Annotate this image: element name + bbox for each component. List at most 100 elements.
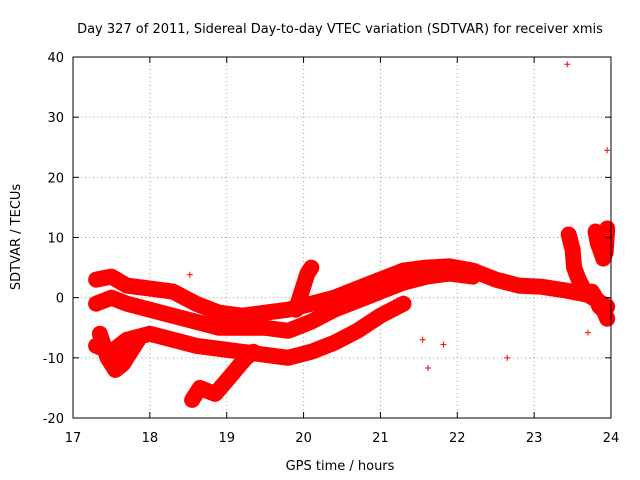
- data-point-descent-24h: [588, 288, 595, 295]
- series-band-left-dip: [91, 325, 147, 378]
- data-point-band-upper: [216, 309, 223, 316]
- series-band-drop-19h: [184, 343, 262, 408]
- data-point-spikes-23h: [578, 282, 585, 289]
- data-point-drop-19h: [204, 387, 211, 394]
- y-axis-title: SDTVAR / TECUs: [9, 184, 24, 291]
- data-point-drop-19h: [219, 381, 226, 388]
- data-point-band-middle: [262, 324, 269, 331]
- data-point-outliers: [419, 336, 426, 343]
- data-point-band-lower: [377, 312, 384, 319]
- y-tick-label: -20: [43, 412, 64, 427]
- chart-title: Day 327 of 2011, Sidereal Day-to-day VTE…: [77, 22, 603, 37]
- data-point-band-upper: [308, 300, 315, 307]
- data-point-band-middle: [93, 300, 100, 307]
- data-point-band-upper: [93, 276, 100, 283]
- data-point-band-upper: [538, 283, 545, 290]
- data-point-outliers: [440, 341, 447, 348]
- data-point-left-dip: [135, 336, 142, 343]
- y-tick-label: 10: [47, 232, 64, 247]
- data-point-rise-20h: [308, 264, 315, 271]
- data-point-band-upper: [123, 282, 130, 289]
- data-point-left-dip: [104, 354, 111, 361]
- data-point-band-middle: [446, 270, 453, 277]
- data-point-band-upper: [108, 273, 115, 280]
- series-band-band-middle: [88, 265, 481, 339]
- data-point-band-middle: [285, 327, 292, 334]
- data-point-outliers: [564, 61, 571, 68]
- data-point-band-lower: [169, 336, 176, 343]
- data-point-band-upper: [377, 276, 384, 283]
- data-point-band-upper: [239, 312, 246, 319]
- data-point-left-dip: [112, 366, 119, 373]
- data-point-band-upper: [492, 276, 499, 283]
- data-point-rise-20h: [296, 294, 303, 301]
- data-point-drop-19h: [242, 354, 249, 361]
- data-point-spikes-24h: [594, 240, 601, 247]
- data-point-spikes-24h: [597, 246, 604, 253]
- x-tick-label: 23: [526, 431, 543, 446]
- data-point-spikes-24h: [600, 255, 607, 262]
- data-point-rise-20h: [292, 306, 299, 313]
- grid-lines: [73, 57, 611, 418]
- data-point-spikes-24h: [604, 225, 611, 232]
- x-tick-label: 24: [603, 431, 620, 446]
- data-point-band-upper: [561, 287, 568, 294]
- data-point-outliers: [425, 365, 432, 372]
- data-point-band-lower: [216, 345, 223, 352]
- y-axis-ticks: -20 -10 0 10 20 30 40: [43, 51, 611, 427]
- data-point-descent-24h: [596, 303, 603, 310]
- data-point-left-dip: [127, 348, 134, 355]
- x-tick-label: 19: [218, 431, 235, 446]
- x-tick-label: 22: [449, 431, 466, 446]
- data-point-band-middle: [108, 294, 115, 301]
- data-point-band-middle: [169, 312, 176, 319]
- data-point-band-lower: [285, 354, 292, 361]
- data-point-band-upper: [354, 285, 361, 292]
- data-point-spikes-23h: [575, 276, 582, 283]
- data-point-drop-19h: [196, 384, 203, 391]
- data-point-spikes-23h: [569, 246, 576, 253]
- data-point-band-middle: [377, 288, 384, 295]
- data-point-descent-24h: [592, 294, 599, 301]
- x-axis-ticks: 17 18 19 20 21 22 23 24: [65, 57, 620, 446]
- data-point-left-dip: [119, 360, 126, 367]
- data-point-band-lower: [308, 348, 315, 355]
- data-point-band-lower: [331, 339, 338, 346]
- data-point-band-lower: [123, 336, 130, 343]
- data-point-band-lower: [262, 351, 269, 358]
- x-tick-label: 20: [295, 431, 312, 446]
- data-point-rise-20h: [300, 282, 307, 289]
- data-point-band-upper: [331, 294, 338, 301]
- data-point-outliers: [604, 147, 611, 154]
- data-point-left-dip: [96, 330, 103, 337]
- x-tick-label: 21: [372, 431, 389, 446]
- data-point-spikes-23h: [573, 270, 580, 277]
- data-point-spikes-23h: [568, 240, 575, 247]
- data-point-band-middle: [331, 306, 338, 313]
- data-point-band-middle: [239, 324, 246, 331]
- data-point-drop-19h: [189, 396, 196, 403]
- data-point-descent-24h: [600, 306, 607, 313]
- data-point-spikes-23h: [565, 231, 572, 238]
- x-tick-label: 18: [142, 431, 159, 446]
- data-point-drop-19h: [235, 363, 242, 370]
- data-point-spikes-23h: [571, 264, 578, 271]
- y-tick-label: -10: [43, 352, 64, 367]
- data-point-descent-24h: [604, 315, 611, 322]
- data-points: [88, 61, 616, 408]
- data-point-band-middle: [308, 318, 315, 325]
- data-point-band-middle: [400, 279, 407, 286]
- x-axis-title: GPS time / hours: [286, 459, 395, 474]
- y-tick-label: 20: [47, 171, 64, 186]
- data-point-rise-20h: [304, 270, 311, 277]
- data-point-outliers: [504, 354, 511, 361]
- series-band-band-upper: [88, 258, 616, 324]
- data-point-band-lower: [354, 327, 361, 334]
- x-tick-label: 17: [65, 431, 82, 446]
- data-point-drop-19h: [212, 390, 219, 397]
- data-point-drop-19h: [227, 372, 234, 379]
- data-point-band-middle: [469, 273, 476, 280]
- data-point-band-middle: [216, 324, 223, 331]
- data-point-band-lower: [146, 330, 153, 337]
